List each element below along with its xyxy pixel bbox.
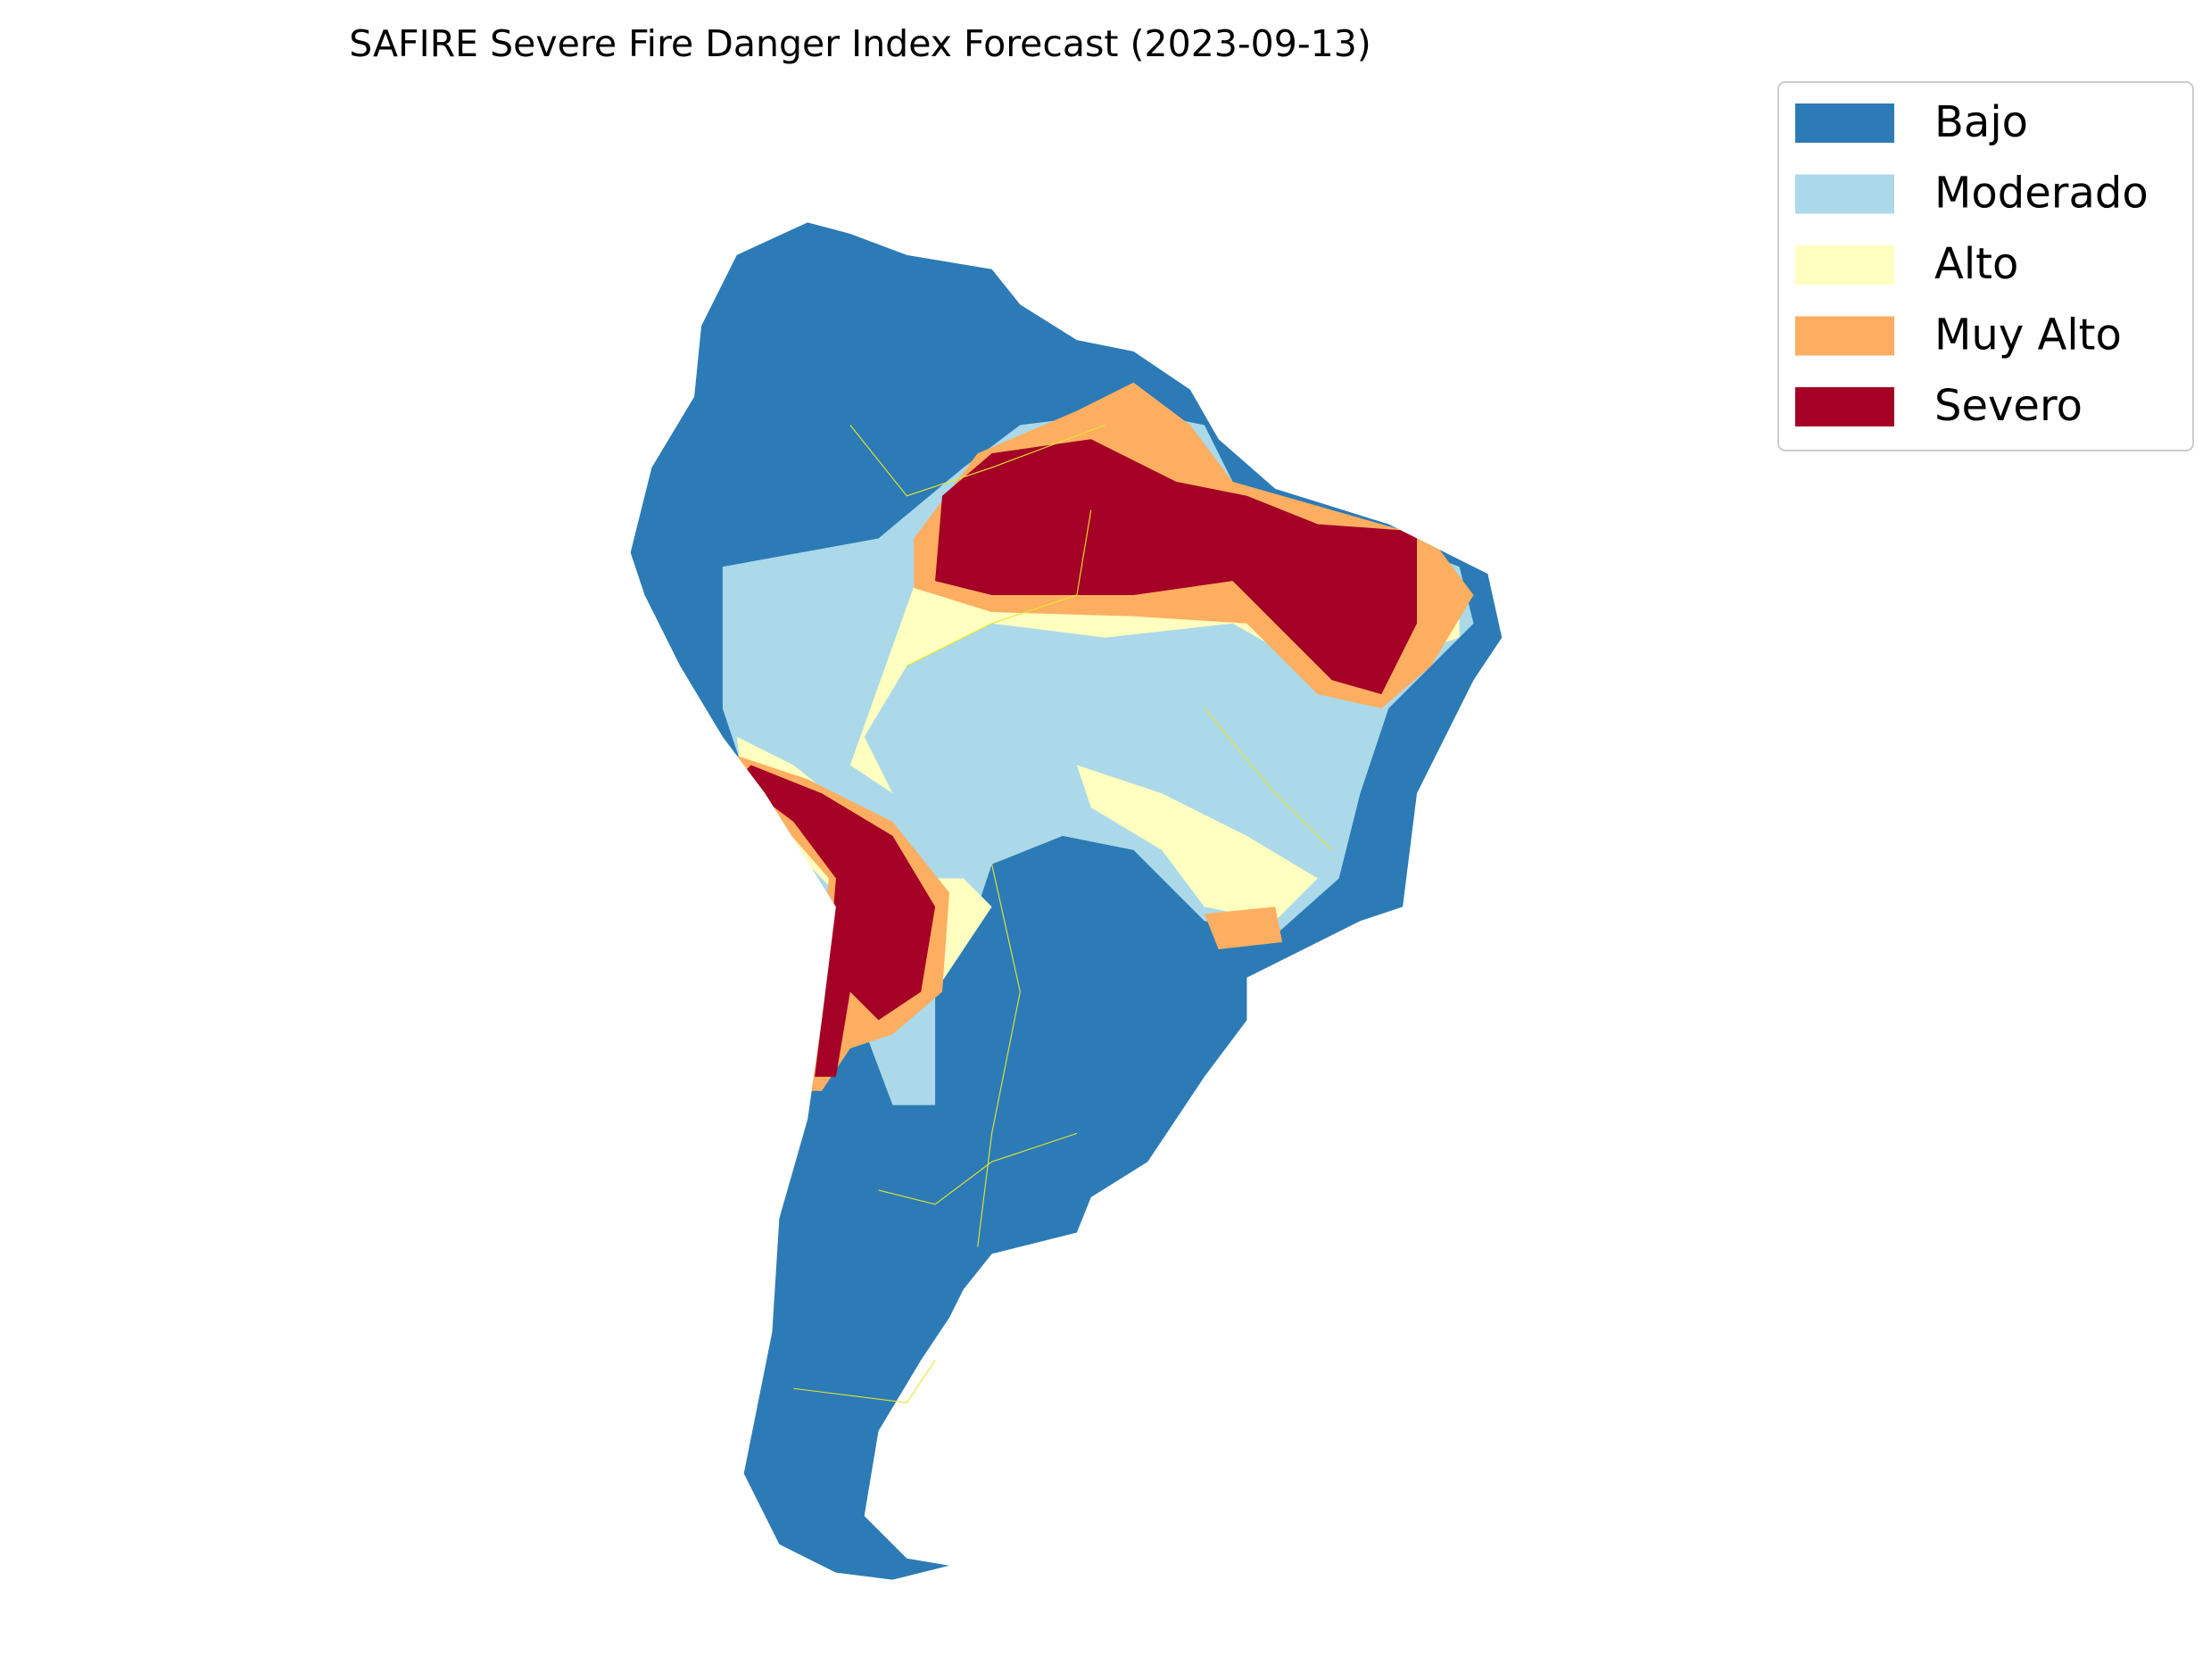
border <box>793 1360 936 1403</box>
legend-label: Severo <box>1934 381 2083 431</box>
legend-swatch <box>1795 174 1894 214</box>
region-muy-alto <box>1204 906 1283 949</box>
legend-swatch <box>1795 387 1894 426</box>
legend-label: Bajo <box>1934 97 2028 147</box>
legend-swatch <box>1795 103 1894 143</box>
legend-swatch <box>1795 316 1894 356</box>
borders <box>793 424 1333 1403</box>
region-severo <box>736 765 936 1077</box>
border <box>849 424 1106 497</box>
legend-items: Bajo Moderado Alto Muy Alto Severo <box>1795 97 2149 431</box>
legend: Bajo Moderado Alto Muy Alto Severo <box>1777 81 2194 451</box>
region-severo <box>935 439 1417 695</box>
legend-label: Alto <box>1934 239 2018 289</box>
border <box>1204 708 1333 851</box>
danger-regions <box>630 222 1503 1580</box>
map <box>630 222 1503 1580</box>
legend-swatch <box>1795 245 1894 285</box>
region-bajo <box>630 222 1503 1580</box>
legend-label: Moderado <box>1934 169 2149 219</box>
border <box>878 1132 1078 1205</box>
border <box>977 864 1021 1247</box>
region-alto <box>1076 765 1318 922</box>
legend-frame <box>1777 81 2194 451</box>
legend-label: Muy Alto <box>1934 310 2122 360</box>
border <box>907 509 1092 666</box>
map-title: SAFIRE Severe Fire Danger Index Forecast… <box>349 22 1371 65</box>
